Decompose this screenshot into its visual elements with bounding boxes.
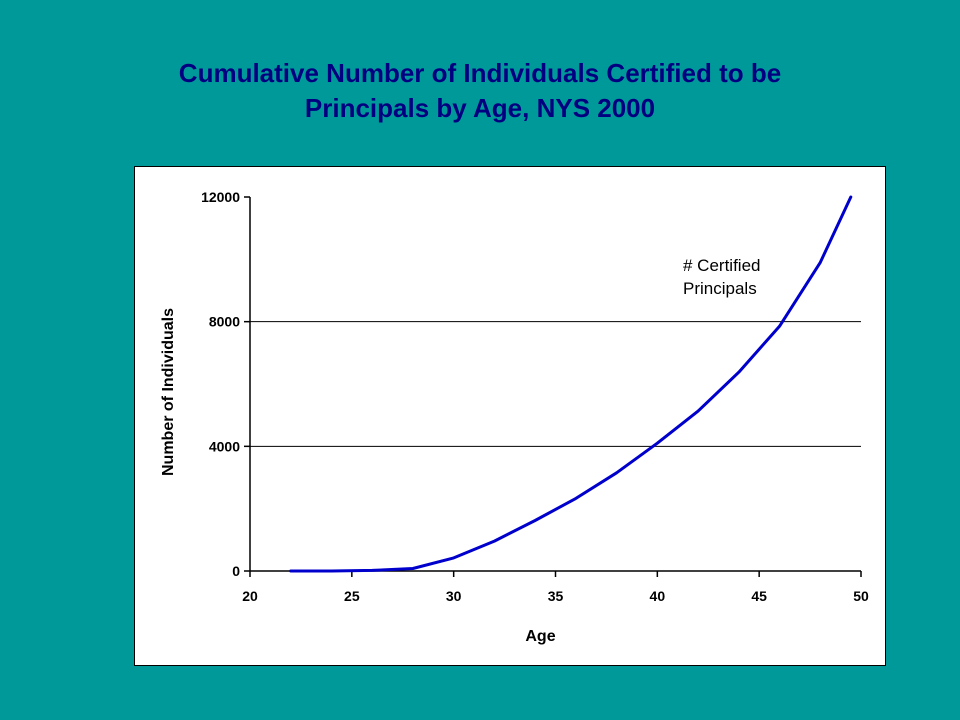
slide-title: Cumulative Number of Individuals Certifi… bbox=[60, 56, 900, 126]
slide-title-line-2: Principals by Age, NYS 2000 bbox=[304, 93, 656, 123]
y-axis-title: Number of Individuals bbox=[160, 308, 177, 476]
axes bbox=[244, 196, 862, 577]
series-label-line-2: Principals bbox=[683, 279, 757, 298]
labels: 0 4000 8000 12000 20 25 30 35 40 45 50 Age Number of… bbox=[160, 189, 869, 645]
x-tick-label-50: 50 bbox=[853, 588, 869, 604]
x-tick-label-25: 25 bbox=[344, 588, 360, 604]
y-tick-label-12000: 12000 bbox=[201, 189, 240, 205]
x-tick-label-20: 20 bbox=[242, 588, 258, 604]
y-tick-label-0: 0 bbox=[232, 563, 240, 579]
x-tick-label-40: 40 bbox=[650, 588, 666, 604]
x-tick-label-30: 30 bbox=[446, 588, 462, 604]
x-tick-label-45: 45 bbox=[751, 588, 767, 604]
slide-title-line-1: Cumulative Number of Individuals Certifi… bbox=[178, 58, 782, 88]
y-tick-label-4000: 4000 bbox=[209, 438, 240, 454]
line-chart: 0 4000 8000 12000 20 25 30 35 40 45 50 Age Number of… bbox=[160, 189, 869, 645]
x-tick-label-35: 35 bbox=[548, 588, 564, 604]
y-tick-label-8000: 8000 bbox=[209, 314, 240, 330]
series-line-0 bbox=[289, 195, 853, 573]
x-axis-title: Age bbox=[525, 628, 555, 645]
series-label-line-1: # Certified bbox=[683, 256, 760, 275]
gridlines bbox=[250, 321, 861, 447]
series bbox=[289, 195, 853, 573]
chart-frame: 0 4000 8000 12000 20 25 30 35 40 45 50 Age Number of… bbox=[134, 166, 886, 666]
